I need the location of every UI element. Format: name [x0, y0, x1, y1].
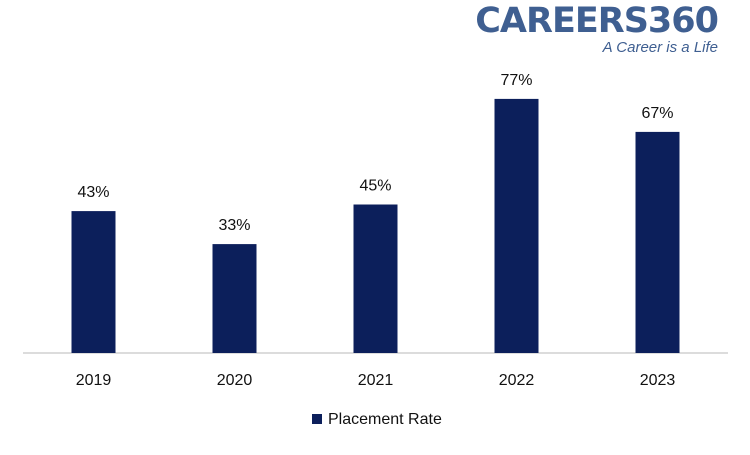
- careers360-logo: CAREERS360 A Career is a Life: [475, 1, 719, 56]
- data-label-2023: 67%: [641, 105, 673, 122]
- x-tick-label-2021: 2021: [358, 372, 394, 389]
- bar-2019: [71, 211, 116, 353]
- bar-2023: [635, 131, 680, 353]
- x-tick-label-2020: 2020: [217, 372, 253, 389]
- data-label-2021: 45%: [359, 178, 391, 195]
- legend-label: Placement Rate: [328, 411, 442, 428]
- legend-swatch: [312, 414, 322, 424]
- x-tick-label-2019: 2019: [76, 372, 112, 389]
- bar-2021: [353, 204, 398, 353]
- data-label-2022: 77%: [500, 72, 532, 89]
- data-label-2019: 43%: [77, 184, 109, 201]
- bar-2022: [494, 98, 539, 354]
- logo-tagline: A Career is a Life: [602, 39, 718, 56]
- logo-wordmark: CAREERS360: [475, 1, 719, 41]
- data-label-2020: 33%: [218, 217, 250, 234]
- x-tick-label-2022: 2022: [499, 372, 535, 389]
- x-tick-label-2023: 2023: [640, 372, 676, 389]
- bar-2020: [212, 244, 257, 353]
